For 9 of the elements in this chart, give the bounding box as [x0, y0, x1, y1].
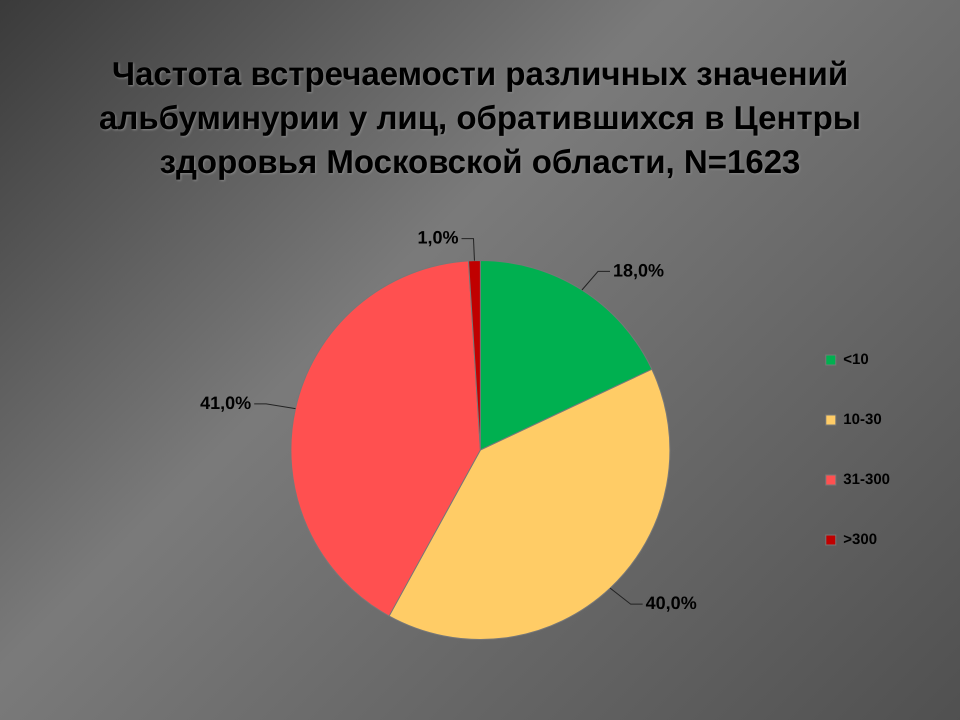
legend-label: >300 — [843, 531, 878, 548]
legend-label: 31-300 — [843, 471, 890, 488]
legend-label: 10-30 — [843, 411, 882, 428]
data-label: 18,0% — [613, 260, 664, 280]
chart-title: Частота встречаемости различных значений альбуминурии у лиц, обратившихся в Центры здоровья Московской области, N=1623 — [98, 54, 862, 182]
data-label: 40,0% — [646, 593, 697, 614]
legend-label: <10 — [843, 351, 869, 368]
data-label: 41,0% — [200, 392, 252, 413]
data-label: 1,0% — [417, 228, 458, 248]
